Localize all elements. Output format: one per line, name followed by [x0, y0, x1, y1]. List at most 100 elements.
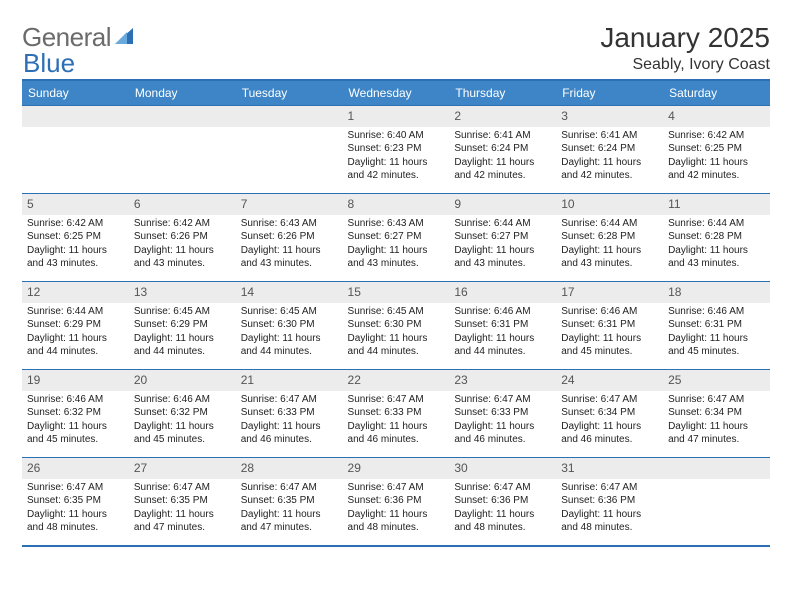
day-number: 7: [236, 194, 343, 215]
calendar-day-cell: 14Sunrise: 6:45 AMSunset: 6:30 PMDayligh…: [236, 282, 343, 370]
day-content: Sunrise: 6:42 AMSunset: 6:25 PMDaylight:…: [22, 215, 129, 275]
calendar-day-cell: 11Sunrise: 6:44 AMSunset: 6:28 PMDayligh…: [663, 194, 770, 282]
calendar-body: 1Sunrise: 6:40 AMSunset: 6:23 PMDaylight…: [22, 106, 770, 546]
month-title: January 2025: [600, 22, 770, 54]
day-content: Sunrise: 6:46 AMSunset: 6:31 PMDaylight:…: [663, 303, 770, 363]
day-content: Sunrise: 6:47 AMSunset: 6:34 PMDaylight:…: [663, 391, 770, 451]
logo-text-blue: Blue: [23, 48, 75, 78]
logo-sail-icon: [115, 22, 137, 53]
day-content: Sunrise: 6:42 AMSunset: 6:25 PMDaylight:…: [663, 127, 770, 187]
calendar-day-cell: 28Sunrise: 6:47 AMSunset: 6:35 PMDayligh…: [236, 458, 343, 546]
day-number: 9: [449, 194, 556, 215]
day-content: Sunrise: 6:41 AMSunset: 6:24 PMDaylight:…: [449, 127, 556, 187]
day-number: 19: [22, 370, 129, 391]
day-number: 29: [343, 458, 450, 479]
day-number: 23: [449, 370, 556, 391]
day-content: Sunrise: 6:47 AMSunset: 6:36 PMDaylight:…: [343, 479, 450, 539]
calendar-day-cell: 16Sunrise: 6:46 AMSunset: 6:31 PMDayligh…: [449, 282, 556, 370]
calendar-day-cell: 10Sunrise: 6:44 AMSunset: 6:28 PMDayligh…: [556, 194, 663, 282]
calendar-day-cell: 21Sunrise: 6:47 AMSunset: 6:33 PMDayligh…: [236, 370, 343, 458]
day-content: Sunrise: 6:46 AMSunset: 6:31 PMDaylight:…: [449, 303, 556, 363]
calendar-day-cell: [129, 106, 236, 194]
location-label: Seably, Ivory Coast: [600, 56, 770, 74]
weekday-header-row: SundayMondayTuesdayWednesdayThursdayFrid…: [22, 80, 770, 106]
calendar-day-cell: 3Sunrise: 6:41 AMSunset: 6:24 PMDaylight…: [556, 106, 663, 194]
day-number: 8: [343, 194, 450, 215]
calendar-day-cell: 26Sunrise: 6:47 AMSunset: 6:35 PMDayligh…: [22, 458, 129, 546]
day-content: Sunrise: 6:42 AMSunset: 6:26 PMDaylight:…: [129, 215, 236, 275]
day-number: 17: [556, 282, 663, 303]
calendar-day-cell: 30Sunrise: 6:47 AMSunset: 6:36 PMDayligh…: [449, 458, 556, 546]
day-number: 13: [129, 282, 236, 303]
day-number: 16: [449, 282, 556, 303]
day-number: 18: [663, 282, 770, 303]
day-content: Sunrise: 6:46 AMSunset: 6:32 PMDaylight:…: [129, 391, 236, 451]
day-number: 15: [343, 282, 450, 303]
day-content: Sunrise: 6:41 AMSunset: 6:24 PMDaylight:…: [556, 127, 663, 187]
day-number: 22: [343, 370, 450, 391]
calendar-day-cell: 5Sunrise: 6:42 AMSunset: 6:25 PMDaylight…: [22, 194, 129, 282]
day-number: 21: [236, 370, 343, 391]
day-content: Sunrise: 6:44 AMSunset: 6:28 PMDaylight:…: [556, 215, 663, 275]
day-number-empty: [663, 458, 770, 479]
day-number: 20: [129, 370, 236, 391]
day-number-empty: [129, 106, 236, 127]
calendar-day-cell: 27Sunrise: 6:47 AMSunset: 6:35 PMDayligh…: [129, 458, 236, 546]
day-number: 2: [449, 106, 556, 127]
weekday-header: Monday: [129, 80, 236, 106]
weekday-header: Wednesday: [343, 80, 450, 106]
day-content: Sunrise: 6:47 AMSunset: 6:34 PMDaylight:…: [556, 391, 663, 451]
calendar-day-cell: 22Sunrise: 6:47 AMSunset: 6:33 PMDayligh…: [343, 370, 450, 458]
day-content: Sunrise: 6:46 AMSunset: 6:32 PMDaylight:…: [22, 391, 129, 451]
day-content: Sunrise: 6:44 AMSunset: 6:29 PMDaylight:…: [22, 303, 129, 363]
day-number: 11: [663, 194, 770, 215]
calendar-day-cell: 29Sunrise: 6:47 AMSunset: 6:36 PMDayligh…: [343, 458, 450, 546]
calendar-week-row: 26Sunrise: 6:47 AMSunset: 6:35 PMDayligh…: [22, 458, 770, 546]
day-number: 3: [556, 106, 663, 127]
weekday-header: Saturday: [663, 80, 770, 106]
day-number: 30: [449, 458, 556, 479]
calendar-week-row: 5Sunrise: 6:42 AMSunset: 6:25 PMDaylight…: [22, 194, 770, 282]
calendar-day-cell: [663, 458, 770, 546]
day-content: Sunrise: 6:43 AMSunset: 6:27 PMDaylight:…: [343, 215, 450, 275]
calendar-day-cell: 7Sunrise: 6:43 AMSunset: 6:26 PMDaylight…: [236, 194, 343, 282]
calendar-day-cell: 18Sunrise: 6:46 AMSunset: 6:31 PMDayligh…: [663, 282, 770, 370]
calendar-day-cell: 17Sunrise: 6:46 AMSunset: 6:31 PMDayligh…: [556, 282, 663, 370]
day-content: Sunrise: 6:40 AMSunset: 6:23 PMDaylight:…: [343, 127, 450, 187]
day-content: Sunrise: 6:47 AMSunset: 6:33 PMDaylight:…: [236, 391, 343, 451]
calendar-day-cell: 2Sunrise: 6:41 AMSunset: 6:24 PMDaylight…: [449, 106, 556, 194]
calendar-day-cell: [236, 106, 343, 194]
day-number: 28: [236, 458, 343, 479]
day-content: Sunrise: 6:45 AMSunset: 6:29 PMDaylight:…: [129, 303, 236, 363]
calendar-table: SundayMondayTuesdayWednesdayThursdayFrid…: [22, 79, 770, 547]
calendar-day-cell: 24Sunrise: 6:47 AMSunset: 6:34 PMDayligh…: [556, 370, 663, 458]
day-number: 5: [22, 194, 129, 215]
day-content: Sunrise: 6:44 AMSunset: 6:28 PMDaylight:…: [663, 215, 770, 275]
calendar-day-cell: 20Sunrise: 6:46 AMSunset: 6:32 PMDayligh…: [129, 370, 236, 458]
calendar-day-cell: 6Sunrise: 6:42 AMSunset: 6:26 PMDaylight…: [129, 194, 236, 282]
day-number: 10: [556, 194, 663, 215]
day-number: 12: [22, 282, 129, 303]
calendar-day-cell: 12Sunrise: 6:44 AMSunset: 6:29 PMDayligh…: [22, 282, 129, 370]
day-number-empty: [22, 106, 129, 127]
day-content: Sunrise: 6:47 AMSunset: 6:35 PMDaylight:…: [236, 479, 343, 539]
calendar-day-cell: 25Sunrise: 6:47 AMSunset: 6:34 PMDayligh…: [663, 370, 770, 458]
calendar-day-cell: 15Sunrise: 6:45 AMSunset: 6:30 PMDayligh…: [343, 282, 450, 370]
day-number: 1: [343, 106, 450, 127]
calendar-day-cell: [22, 106, 129, 194]
day-content: Sunrise: 6:47 AMSunset: 6:33 PMDaylight:…: [343, 391, 450, 451]
weekday-header: Friday: [556, 80, 663, 106]
day-number: 4: [663, 106, 770, 127]
calendar-day-cell: 8Sunrise: 6:43 AMSunset: 6:27 PMDaylight…: [343, 194, 450, 282]
day-content: Sunrise: 6:44 AMSunset: 6:27 PMDaylight:…: [449, 215, 556, 275]
day-content: Sunrise: 6:47 AMSunset: 6:33 PMDaylight:…: [449, 391, 556, 451]
day-number: 24: [556, 370, 663, 391]
calendar-week-row: 1Sunrise: 6:40 AMSunset: 6:23 PMDaylight…: [22, 106, 770, 194]
title-block: January 2025 Seably, Ivory Coast: [600, 22, 770, 74]
calendar-day-cell: 13Sunrise: 6:45 AMSunset: 6:29 PMDayligh…: [129, 282, 236, 370]
calendar-day-cell: 9Sunrise: 6:44 AMSunset: 6:27 PMDaylight…: [449, 194, 556, 282]
day-number: 14: [236, 282, 343, 303]
day-content: Sunrise: 6:43 AMSunset: 6:26 PMDaylight:…: [236, 215, 343, 275]
calendar-day-cell: 23Sunrise: 6:47 AMSunset: 6:33 PMDayligh…: [449, 370, 556, 458]
day-number: 25: [663, 370, 770, 391]
